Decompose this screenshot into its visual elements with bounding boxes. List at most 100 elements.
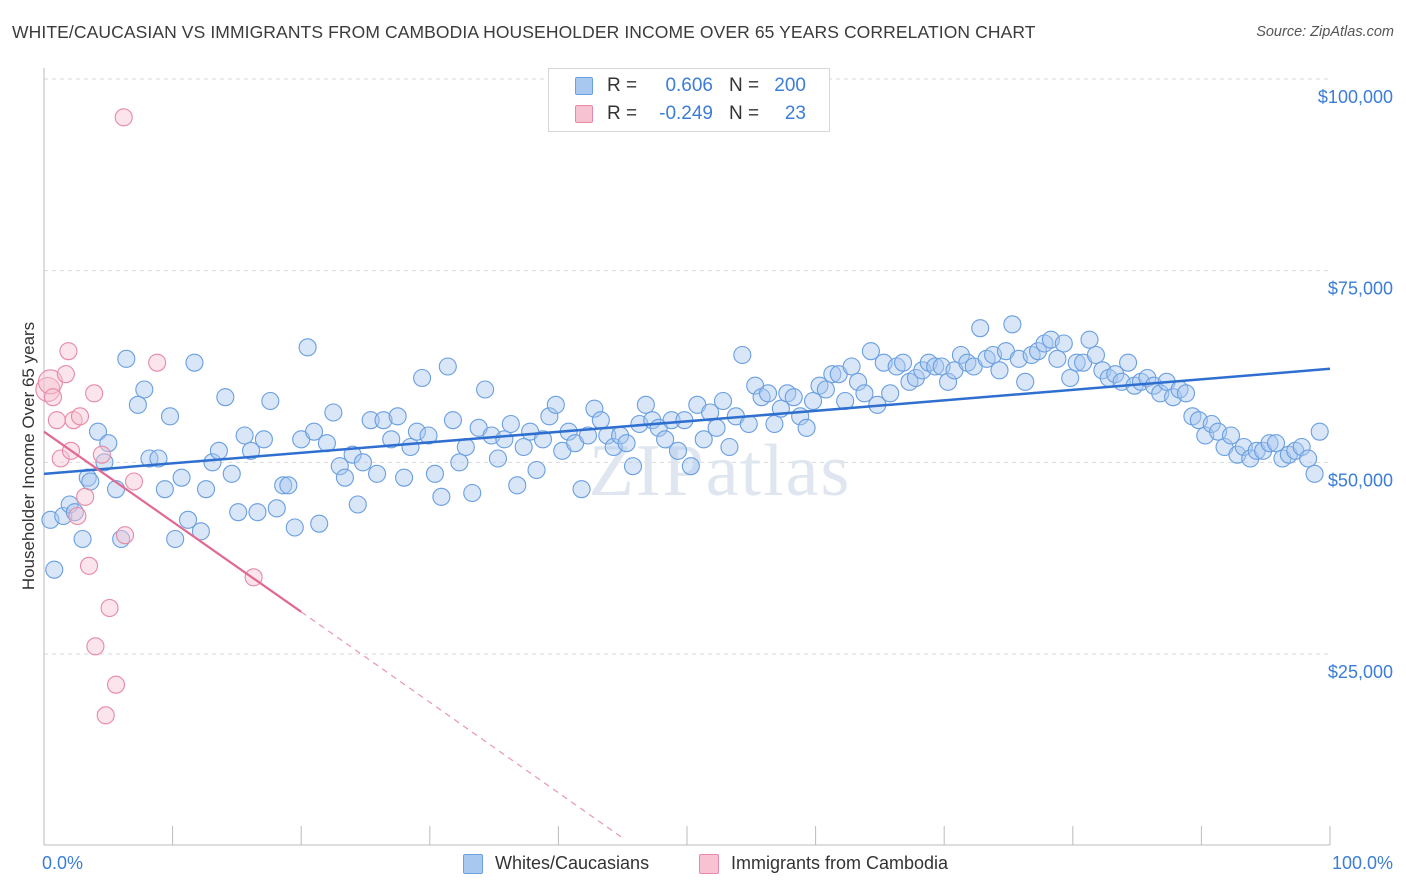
data-point — [816, 380, 835, 399]
data-point — [476, 380, 495, 399]
data-point — [450, 453, 469, 472]
data-point — [160, 407, 180, 426]
data-point — [533, 430, 553, 449]
data-point — [235, 426, 254, 445]
legend-r-value: 0.606 — [665, 75, 713, 96]
legend-label-whites: Whites/Caucasians — [495, 853, 650, 873]
data-point — [893, 353, 913, 372]
data-point — [285, 518, 304, 537]
data-point — [1266, 434, 1286, 453]
data-point — [324, 403, 343, 422]
data-point — [514, 437, 533, 457]
data-point — [419, 426, 438, 445]
data-point — [636, 395, 655, 414]
data-point — [51, 449, 70, 468]
data-point — [848, 372, 868, 391]
source-label: Source: ZipAtlas.com — [1256, 24, 1394, 40]
data-point — [694, 430, 713, 449]
data-point — [73, 529, 92, 549]
data-point — [591, 411, 610, 430]
data-point — [425, 464, 444, 483]
data-point — [261, 391, 280, 411]
data-point — [720, 437, 739, 457]
data-point — [81, 472, 100, 491]
data-point — [990, 361, 1009, 380]
data-point — [463, 483, 482, 503]
data-point — [76, 487, 95, 506]
data-point — [1202, 414, 1221, 434]
data-point — [906, 368, 925, 388]
data-point — [1119, 353, 1138, 372]
data-point — [585, 399, 604, 418]
data-point — [47, 411, 66, 430]
data-point — [407, 422, 426, 441]
data-point — [196, 480, 216, 499]
legend-n-value: 200 — [774, 75, 806, 96]
data-point — [432, 487, 451, 506]
data-point — [43, 388, 63, 407]
data-point — [951, 345, 970, 365]
data-point — [149, 449, 168, 468]
data-point — [56, 365, 75, 384]
data-point — [1260, 434, 1279, 453]
data-point — [578, 426, 598, 445]
legend-swatch-cambodia — [575, 105, 593, 123]
data-point — [382, 430, 401, 449]
data-point — [128, 395, 147, 414]
data-point — [241, 441, 261, 460]
trend-line-cambodia-extension — [300, 611, 624, 839]
data-point — [203, 453, 222, 472]
data-point — [501, 414, 520, 434]
data-point — [617, 434, 636, 453]
data-point — [88, 422, 108, 441]
data-point — [114, 108, 133, 127]
data-point — [855, 384, 874, 403]
data-point — [361, 411, 380, 430]
data-point — [1054, 334, 1073, 353]
data-point — [765, 414, 784, 434]
data-point — [1029, 342, 1048, 361]
data-point — [92, 445, 111, 464]
data-point — [166, 529, 185, 549]
y-tick-label: $75,000 — [1328, 279, 1393, 299]
data-point — [274, 476, 293, 495]
data-point — [45, 560, 64, 579]
data-point — [330, 457, 349, 476]
data-point — [155, 480, 174, 499]
legend-n-value: 23 — [784, 103, 806, 124]
series-whites-points — [41, 315, 1329, 579]
y-tick-labels: $25,000 $50,000 $75,000 $100,000 — [1318, 87, 1393, 682]
data-point — [1106, 365, 1125, 384]
y-tick-label: $100,000 — [1318, 87, 1393, 107]
data-point — [79, 556, 99, 575]
data-point — [1299, 449, 1318, 468]
data-point — [401, 437, 420, 457]
data-point — [305, 422, 324, 441]
data-point — [148, 353, 167, 372]
data-point — [395, 468, 414, 487]
data-point — [662, 411, 681, 430]
data-point — [926, 357, 945, 376]
data-point — [1048, 349, 1067, 368]
y-axis-title: Householder Income Over 65 years — [19, 322, 38, 590]
data-point — [939, 372, 958, 391]
y-tick-label: $25,000 — [1328, 662, 1393, 682]
data-point — [803, 391, 823, 411]
data-point — [733, 345, 752, 365]
data-point — [701, 403, 720, 422]
data-point — [310, 514, 329, 533]
legend-swatch-cambodia — [699, 854, 719, 874]
data-point — [797, 418, 816, 437]
data-point — [488, 449, 508, 468]
x-tick-label: 0.0% — [42, 853, 83, 873]
data-point — [216, 388, 235, 407]
data-point — [106, 675, 126, 694]
legend-n-label: N = — [729, 75, 760, 96]
legend-r-label: R = — [607, 75, 638, 96]
data-point — [681, 457, 700, 476]
data-point — [124, 472, 144, 491]
data-point — [971, 319, 990, 338]
data-point — [368, 464, 387, 483]
data-point — [623, 457, 643, 476]
data-point — [861, 342, 880, 361]
